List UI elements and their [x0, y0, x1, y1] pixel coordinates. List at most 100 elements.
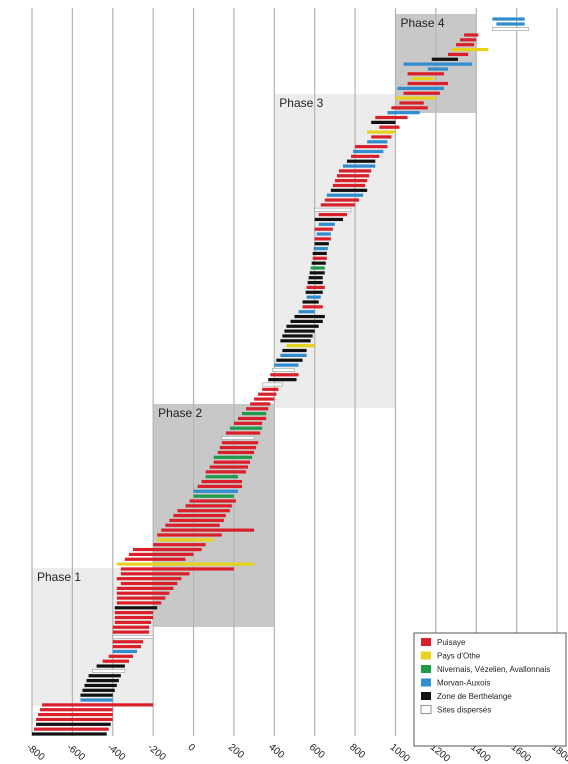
x-tick-label: 200: [226, 742, 246, 761]
legend-swatch: [420, 705, 432, 714]
interval-bar: [284, 329, 315, 333]
interval-bar: [173, 513, 226, 518]
interval-bar: [312, 256, 327, 260]
interval-bar: [38, 712, 113, 717]
interval-bars: [32, 17, 530, 736]
interval-bar: [153, 543, 206, 547]
legend-label: Pays d'Othe: [437, 652, 481, 661]
interval-bar: [411, 77, 434, 81]
interval-bar: [427, 67, 448, 71]
interval-bar: [116, 596, 166, 600]
interval-bar: [271, 368, 295, 372]
interval-bar: [312, 251, 327, 256]
interval-bar: [270, 373, 299, 377]
interval-bar: [268, 378, 297, 382]
interval-bar: [314, 227, 333, 231]
interval-bar: [280, 339, 311, 343]
interval-bar: [108, 654, 133, 658]
interval-bar: [112, 640, 144, 644]
legend-swatch: [421, 665, 431, 673]
interval-bar: [318, 222, 335, 226]
interval-bar: [32, 732, 107, 736]
interval-bar: [36, 717, 113, 722]
interval-bar: [112, 625, 150, 629]
interval-bar: [221, 435, 255, 440]
interval-bar: [298, 310, 315, 314]
interval-bar: [82, 688, 115, 692]
legend-label: Puisaye: [437, 638, 466, 647]
phase-labels: Phase 1 Phase 2 Phase 3 Phase 4: [37, 16, 445, 584]
interval-bar: [452, 47, 489, 52]
interval-bar: [193, 494, 234, 498]
interval-bar: [262, 387, 279, 391]
gridlines: [31, 8, 558, 736]
interval-bar: [177, 509, 230, 513]
interval-bar: [197, 484, 242, 489]
interval-bar: [96, 664, 125, 668]
interval-bar: [403, 91, 440, 95]
interval-bar: [225, 431, 261, 435]
interval-bar: [338, 169, 372, 173]
legend-label: Nivernais, Vézelien, Avallonnais: [437, 665, 550, 674]
interval-bar: [124, 557, 186, 561]
x-tick-label: 600: [307, 742, 327, 761]
interval-bar: [407, 81, 448, 86]
interval-bar: [290, 319, 323, 323]
interval-bar: [324, 198, 360, 202]
interval-bar: [92, 668, 126, 673]
interval-bar: [157, 533, 222, 537]
interval-bar: [114, 620, 152, 624]
interval-bar: [342, 164, 376, 168]
interval-bar: [308, 276, 323, 280]
interval-bar: [42, 703, 154, 707]
interval-bar: [116, 601, 162, 605]
legend-label: Zone de Berthelange: [437, 692, 512, 701]
x-tick-label: -400: [105, 742, 128, 764]
interval-bar: [80, 693, 113, 697]
interval-bar: [132, 547, 202, 552]
interval-bar: [128, 552, 194, 556]
interval-bar: [213, 460, 251, 464]
legend-label: Morvan-Auxois: [437, 679, 490, 688]
interval-bar: [213, 455, 253, 459]
interval-bar: [114, 611, 154, 615]
interval-bar: [353, 149, 384, 154]
interval-bar: [375, 115, 408, 120]
interval-bar: [313, 246, 328, 251]
interval-bar: [355, 145, 388, 149]
interval-bar: [254, 397, 275, 401]
interval-bar: [242, 412, 267, 416]
legend: Puisaye Pays d'Othe Nivernais, Vézelien, A…: [413, 632, 567, 747]
interval-bar: [219, 446, 257, 450]
interval-bar: [403, 62, 473, 66]
interval-bar: [120, 572, 190, 576]
interval-bar: [347, 159, 376, 163]
interval-bar: [205, 475, 238, 479]
legend-label: Sites dispersés: [437, 706, 491, 715]
interval-bar: [395, 96, 436, 100]
interval-bar: [314, 237, 331, 241]
interval-bar: [286, 344, 315, 348]
interval-bar: [34, 727, 109, 731]
interval-bar: [391, 106, 428, 110]
interval-bar: [112, 630, 150, 634]
interval-bar: [274, 363, 299, 367]
phase-label-3: Phase 3: [279, 96, 323, 110]
interval-bar: [229, 426, 263, 430]
x-tick-label: -600: [64, 742, 87, 764]
interval-bar: [387, 111, 420, 115]
phase-bands: [32, 14, 477, 706]
x-tick-label: 0: [186, 742, 198, 754]
legend-swatch: [421, 638, 431, 646]
interval-bar: [314, 217, 343, 222]
interval-bar: [397, 86, 444, 90]
x-tick-label: 800: [347, 742, 367, 761]
interval-bar: [116, 591, 170, 595]
interval-bar: [112, 649, 137, 654]
legend-swatch: [421, 692, 431, 700]
interval-bar: [120, 581, 178, 586]
interval-bar: [217, 450, 255, 455]
interval-bar: [209, 465, 249, 469]
interval-bar: [169, 518, 224, 523]
interval-bar: [116, 577, 182, 581]
